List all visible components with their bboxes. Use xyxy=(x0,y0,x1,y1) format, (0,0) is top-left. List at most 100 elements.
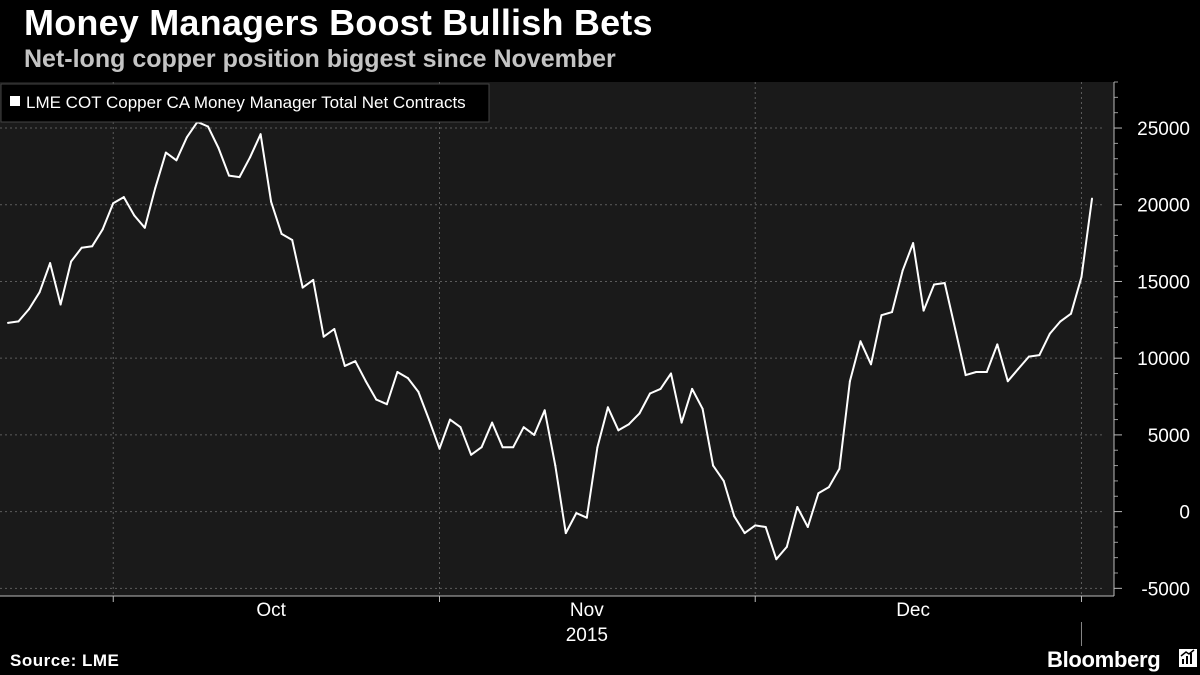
data-point xyxy=(975,371,978,373)
data-point xyxy=(543,409,546,412)
data-point xyxy=(406,377,409,380)
data-point xyxy=(312,278,315,281)
data-point xyxy=(270,200,273,203)
data-point xyxy=(38,291,41,294)
data-point xyxy=(17,320,20,323)
data-point xyxy=(996,343,999,346)
data-point xyxy=(670,372,672,375)
data-point xyxy=(322,335,325,338)
data-point xyxy=(101,228,104,231)
data-point xyxy=(522,426,525,429)
data-point xyxy=(396,371,399,373)
data-point xyxy=(428,418,430,421)
y-tick-label: 0 xyxy=(1179,503,1190,524)
data-point xyxy=(185,136,188,139)
data-point xyxy=(238,176,241,179)
data-point xyxy=(470,453,473,456)
data-point xyxy=(175,159,178,162)
data-point xyxy=(848,380,851,383)
bloomberg-terminal-icon xyxy=(1179,649,1197,667)
data-point xyxy=(596,446,599,449)
data-point xyxy=(785,545,788,548)
data-point xyxy=(901,269,904,272)
data-point xyxy=(985,371,988,373)
data-point xyxy=(1038,354,1041,357)
data-point xyxy=(70,260,73,263)
source-note: Source: LME xyxy=(10,651,120,670)
year-label: 2015 xyxy=(566,625,608,646)
data-point xyxy=(49,262,52,265)
data-point xyxy=(112,202,115,205)
data-point xyxy=(880,314,883,317)
data-point xyxy=(954,328,957,330)
data-point xyxy=(459,426,462,429)
series-line xyxy=(7,120,1093,561)
data-point xyxy=(575,512,578,515)
data-point xyxy=(7,321,9,324)
data-point xyxy=(649,392,651,395)
data-point xyxy=(385,403,388,406)
data-point xyxy=(606,406,609,409)
data-point xyxy=(512,446,515,449)
data-point xyxy=(301,286,304,289)
data-point xyxy=(122,196,125,199)
data-point xyxy=(891,311,893,314)
data-point xyxy=(154,186,157,189)
data-point xyxy=(743,532,746,535)
data-point xyxy=(1027,355,1030,358)
data-point xyxy=(1059,320,1062,323)
data-point xyxy=(796,506,799,508)
y-tick-label: 25000 xyxy=(1137,119,1190,140)
data-point xyxy=(333,328,336,330)
data-point xyxy=(933,283,936,286)
data-point xyxy=(143,226,146,229)
plot-area xyxy=(0,82,1114,596)
y-tick-label: 15000 xyxy=(1137,272,1190,293)
data-point xyxy=(922,309,925,312)
data-point xyxy=(533,433,536,436)
chart-title: Money Managers Boost Bullish Bets xyxy=(24,2,653,43)
data-point xyxy=(280,232,283,235)
data-point xyxy=(827,486,830,489)
data-point xyxy=(859,340,862,343)
data-point xyxy=(659,387,662,390)
data-point xyxy=(754,524,757,527)
data-point xyxy=(80,246,83,249)
data-point xyxy=(228,174,230,177)
data-point xyxy=(564,532,567,535)
data-point xyxy=(207,125,209,128)
data-point xyxy=(733,515,736,518)
data-point xyxy=(501,446,504,449)
x-tick-label: Dec xyxy=(896,600,930,621)
data-point xyxy=(838,467,841,470)
data-point xyxy=(91,245,94,248)
data-point xyxy=(133,214,136,217)
y-tick-label: 5000 xyxy=(1148,426,1190,447)
data-point xyxy=(1017,367,1020,370)
x-tick-label: Nov xyxy=(570,600,604,621)
data-point xyxy=(1080,275,1083,278)
data-point xyxy=(1091,197,1093,200)
data-point xyxy=(912,242,915,245)
data-point xyxy=(364,380,367,383)
x-tick-label: Oct xyxy=(256,600,286,621)
data-point xyxy=(638,412,641,415)
data-point xyxy=(817,492,820,495)
data-point xyxy=(375,398,378,401)
data-point xyxy=(291,239,294,241)
data-point xyxy=(764,526,767,528)
data-point xyxy=(701,407,704,410)
data-point xyxy=(1006,380,1009,383)
brand-logo-text: Bloomberg xyxy=(1047,647,1161,672)
data-point xyxy=(585,516,588,519)
data-point xyxy=(417,390,420,393)
y-tick-label: 10000 xyxy=(1137,349,1190,370)
data-point xyxy=(249,156,252,159)
data-point xyxy=(712,464,715,467)
legend-box xyxy=(0,83,490,123)
data-point xyxy=(491,421,494,424)
data-point xyxy=(1048,332,1051,335)
data-point xyxy=(691,387,694,390)
data-point xyxy=(806,526,809,528)
